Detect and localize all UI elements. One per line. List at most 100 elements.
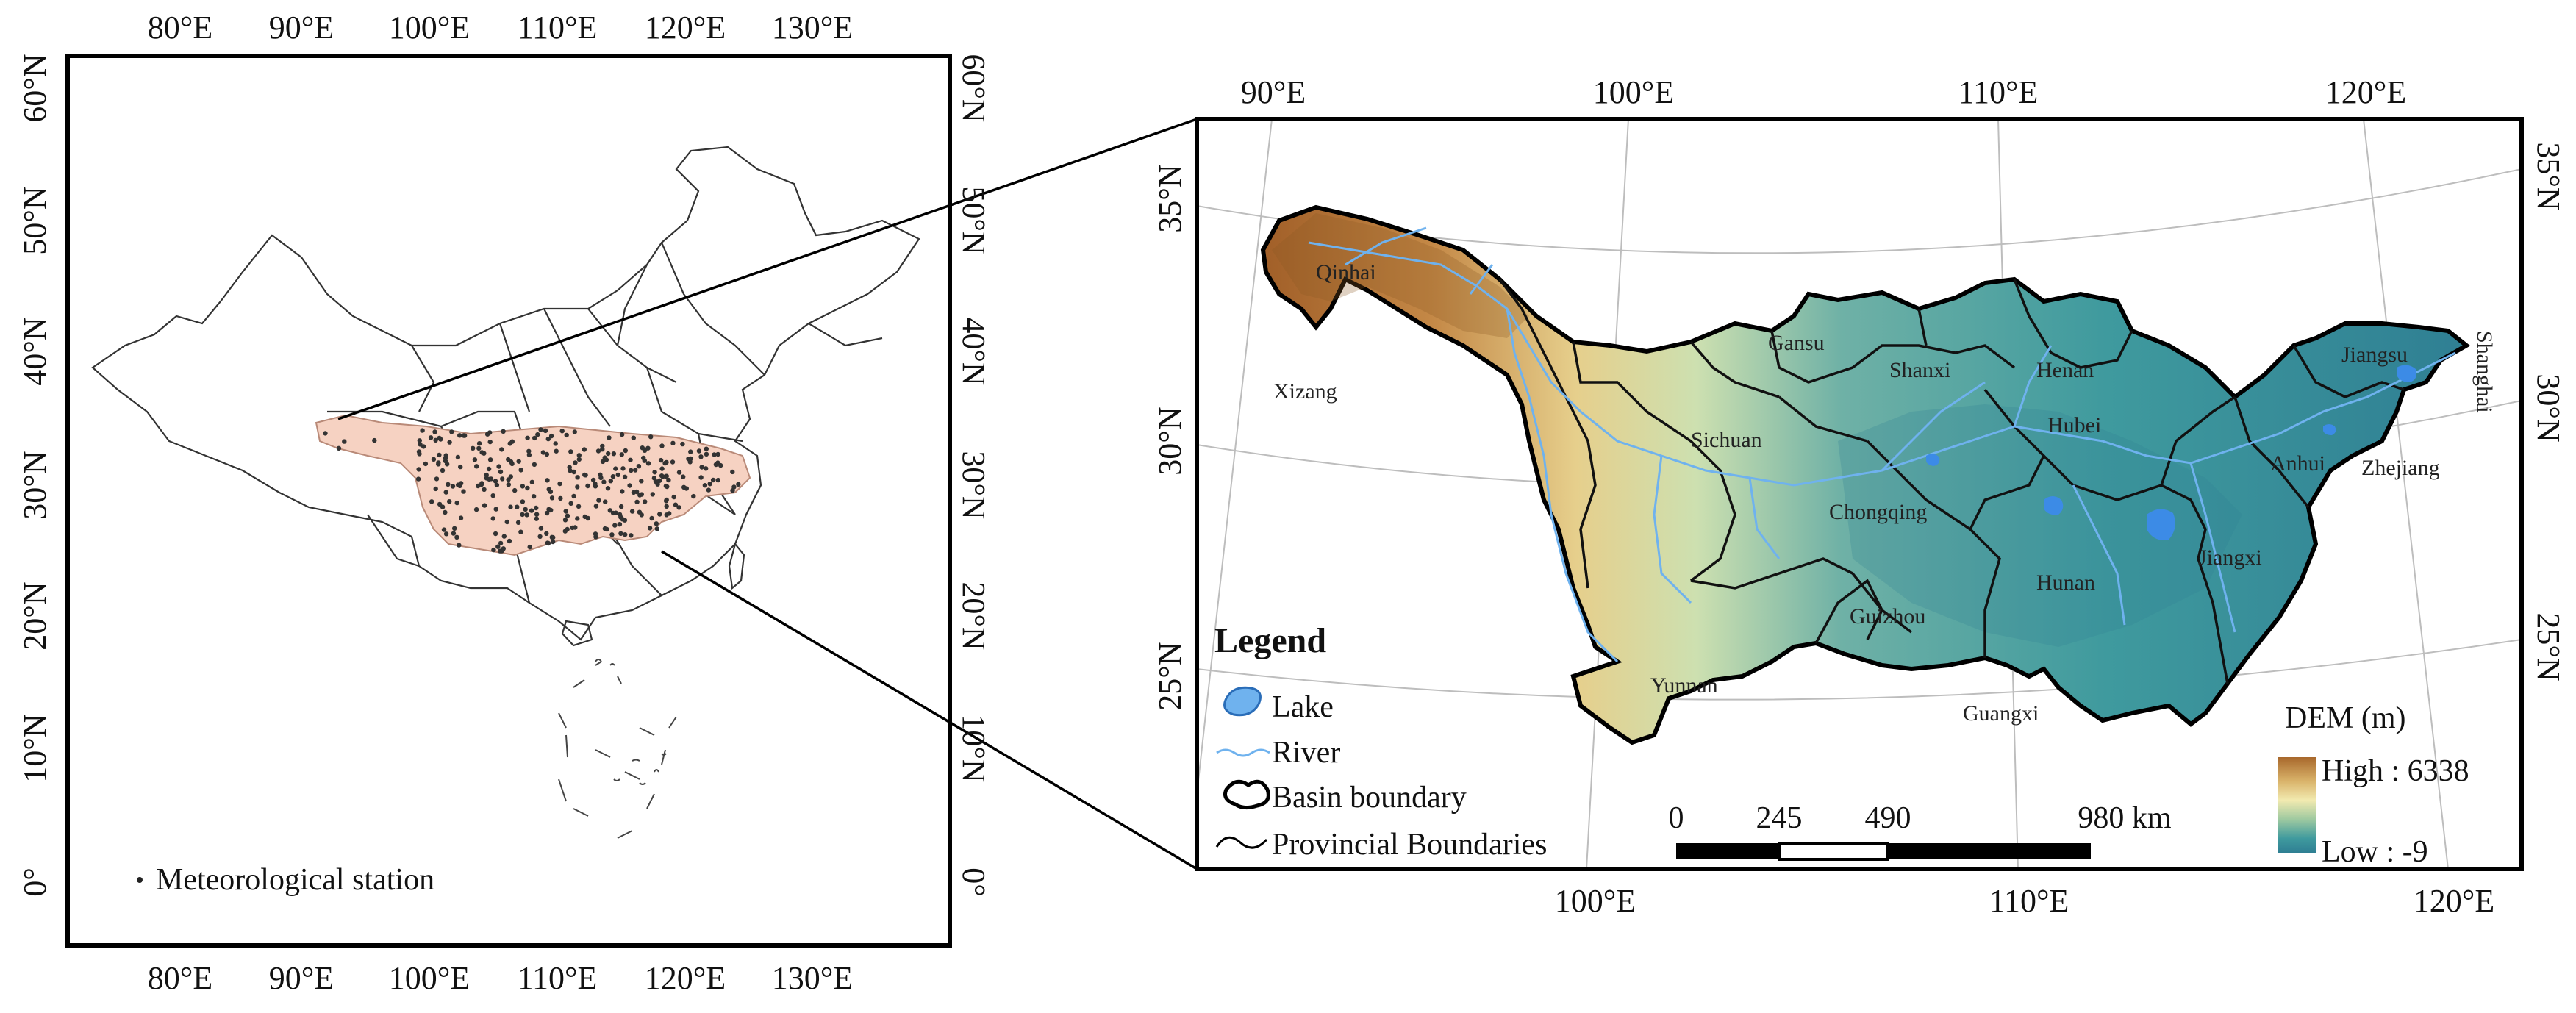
station-legend-label: Meteorological station (156, 863, 434, 897)
station-dot (509, 439, 515, 444)
station-dot (673, 502, 679, 507)
right-lat-tick: 35°N (2530, 142, 2566, 210)
left-lat-ticks-left: 60°N 50°N 40°N 30°N 20°N 10°N 0° (17, 54, 53, 896)
right-top-tick: 90°E (1241, 74, 1306, 110)
station-dot (680, 441, 685, 447)
province-label-shanghai: Shanghai (2472, 331, 2497, 413)
station-dot (606, 451, 611, 457)
left-map-frame (65, 54, 952, 948)
station-dot (458, 464, 463, 470)
rivers (1308, 226, 2456, 663)
station-dot (450, 484, 456, 489)
left-lat-tick: 40°N (17, 317, 53, 385)
station-dot (461, 489, 466, 494)
station-dot (619, 432, 625, 437)
station-dot (702, 483, 708, 488)
station-dot (564, 432, 569, 438)
station-dot (600, 459, 606, 465)
station-dot (458, 481, 464, 486)
left-lat-tick: 40°N (956, 317, 992, 385)
station-dot (730, 469, 735, 475)
right-lat-ticks-left: 35°N 30°N 25°N (1152, 164, 1188, 710)
station-dot (538, 526, 544, 531)
station-dot (520, 499, 526, 504)
station-dot (664, 497, 669, 503)
station-dot (633, 468, 638, 473)
station-dot (576, 504, 582, 509)
dem-legend-title: DEM (m) (2285, 701, 2405, 735)
right-top-tick: 120°E (2325, 74, 2406, 110)
right-lat-ticks-right: 35°N 30°N 25°N (2530, 142, 2566, 681)
left-bottom-ticks: 80°E 90°E 100°E 110°E 120°E 130°E (148, 960, 853, 996)
station-dot (443, 509, 448, 515)
station-dot (479, 450, 484, 455)
province-label-xizang: Xizang (1273, 379, 1337, 404)
station-dot (525, 435, 530, 440)
station-dot (657, 512, 662, 517)
station-dot (493, 479, 498, 484)
station-dot (670, 459, 676, 465)
station-dot (482, 487, 487, 493)
station-dot (607, 435, 612, 440)
station-dot (654, 521, 659, 526)
station-dot (634, 489, 640, 495)
province-label-henan: Henan (2036, 358, 2094, 382)
lake-icon (1223, 686, 1262, 717)
station-dot (500, 476, 505, 482)
south-china-sea-islands (558, 659, 677, 839)
station-dot (415, 476, 421, 482)
station-dot (473, 506, 479, 512)
station-dot (620, 489, 625, 494)
zoom-connector-bottom (661, 550, 1198, 870)
station-dot (551, 534, 556, 540)
provincial-boundary-icon (1215, 836, 1268, 849)
station-dot (482, 503, 487, 508)
station-dot (416, 449, 422, 454)
hill-shade-1 (1272, 213, 1529, 338)
station-dot (562, 529, 568, 534)
station-dot (497, 548, 503, 554)
station-dot (432, 429, 437, 434)
station-dot (730, 488, 735, 493)
station-dot (659, 473, 665, 479)
station-dot (622, 474, 628, 479)
legend-basin-label: Basin boundary (1272, 781, 1467, 815)
station-dot (563, 509, 568, 514)
station-dot (648, 434, 654, 440)
province-label-jiangsu: Jiangsu (2341, 343, 2408, 367)
station-dot (618, 531, 623, 536)
right-lat-tick: 35°N (1152, 164, 1188, 232)
station-dot (437, 452, 442, 458)
left-top-tick: 90°E (269, 10, 334, 46)
station-dot (342, 439, 347, 444)
lakes (1926, 365, 2416, 540)
station-dot (451, 531, 457, 536)
station-dot (545, 478, 550, 483)
station-dot (443, 531, 449, 537)
station-dot (585, 515, 591, 521)
station-dot (508, 474, 513, 479)
station-dot (529, 479, 534, 484)
right-bottom-ticks: 100°E 110°E 120°E (1555, 883, 2494, 919)
station-dot (613, 510, 618, 515)
station-dot (507, 538, 512, 544)
station-dot (471, 445, 476, 451)
basin-overview (315, 414, 751, 556)
station-dot (447, 499, 452, 504)
dem-high-label: High : 6338 (2322, 754, 2469, 788)
station-dot (532, 462, 537, 468)
station-dot (447, 440, 452, 445)
station-dot (558, 495, 563, 501)
station-dot (461, 433, 466, 438)
station-dot (476, 441, 482, 446)
station-dot (501, 546, 506, 551)
station-dot (512, 487, 518, 493)
station-dot (582, 447, 587, 452)
station-dot (611, 451, 617, 457)
station-dot (506, 482, 511, 487)
station-dot (458, 515, 464, 520)
station-dot (454, 500, 459, 506)
station-dot (499, 447, 504, 452)
left-map: Meteorological station 80°E 90°E 100°E 1… (17, 10, 1198, 996)
station-dot (544, 451, 550, 457)
